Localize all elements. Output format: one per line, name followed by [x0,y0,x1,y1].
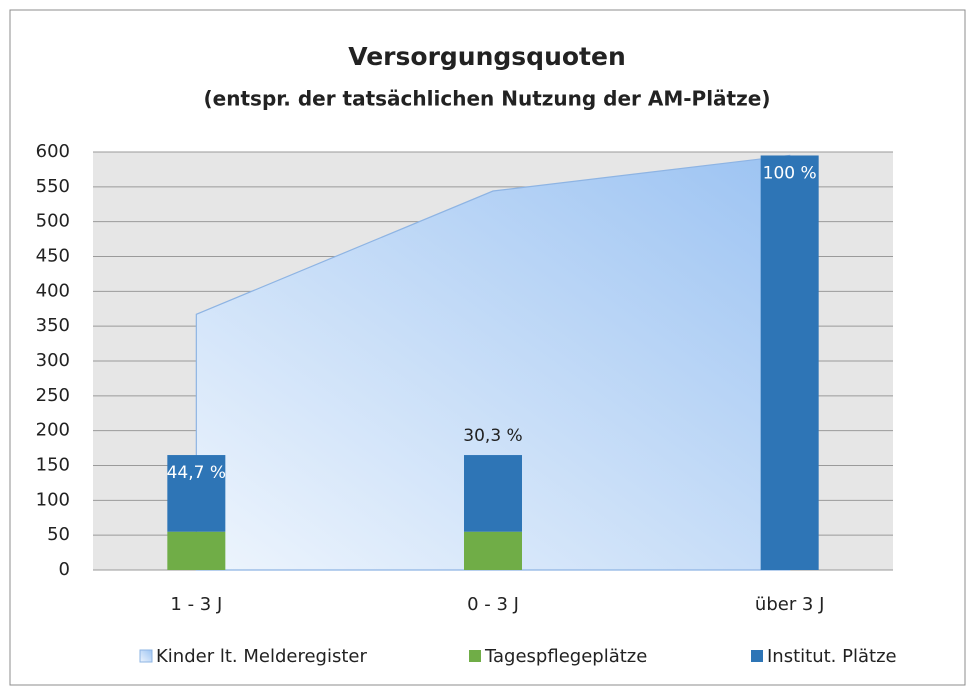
x-tick-label: 1 - 3 J [170,594,222,615]
y-tick-label: 300 [36,350,70,371]
y-tick-label: 0 [59,559,70,580]
y-tick-label: 200 [36,420,70,441]
legend-marker [139,649,153,663]
y-tick-label: 250 [36,385,70,406]
legend-marker [469,650,481,662]
bar [167,531,226,570]
data-label: 100 % [763,163,817,183]
y-tick-label: 50 [47,524,70,545]
bar [464,531,522,570]
legend-label: Kinder lt. Melderegister [156,646,367,667]
chart-subtitle: (entspr. der tatsächlichen Nutzung der A… [204,87,771,111]
y-tick-label: 400 [36,280,70,301]
bar [760,155,819,570]
y-tick-label: 600 [36,141,70,162]
bar [464,455,522,532]
y-tick-label: 450 [36,246,70,267]
legend-marker [751,650,763,662]
area [195,154,791,571]
x-tick-label: über 3 J [755,594,825,615]
x-tick-label: 0 - 3 J [467,594,519,615]
y-tick-label: 500 [36,211,70,232]
y-tick-label: 550 [36,176,70,197]
legend-label: Tagespflegeplätze [484,646,647,667]
chart-title: Versorgungsquoten [348,42,626,71]
y-tick-label: 350 [36,315,70,336]
data-label: 44,7 % [167,463,226,483]
bar [167,455,226,532]
y-tick-label: 100 [36,489,70,510]
data-label: 30,3 % [463,426,522,446]
legend-label: Institut. Plätze [767,646,897,667]
y-tick-label: 150 [36,455,70,476]
